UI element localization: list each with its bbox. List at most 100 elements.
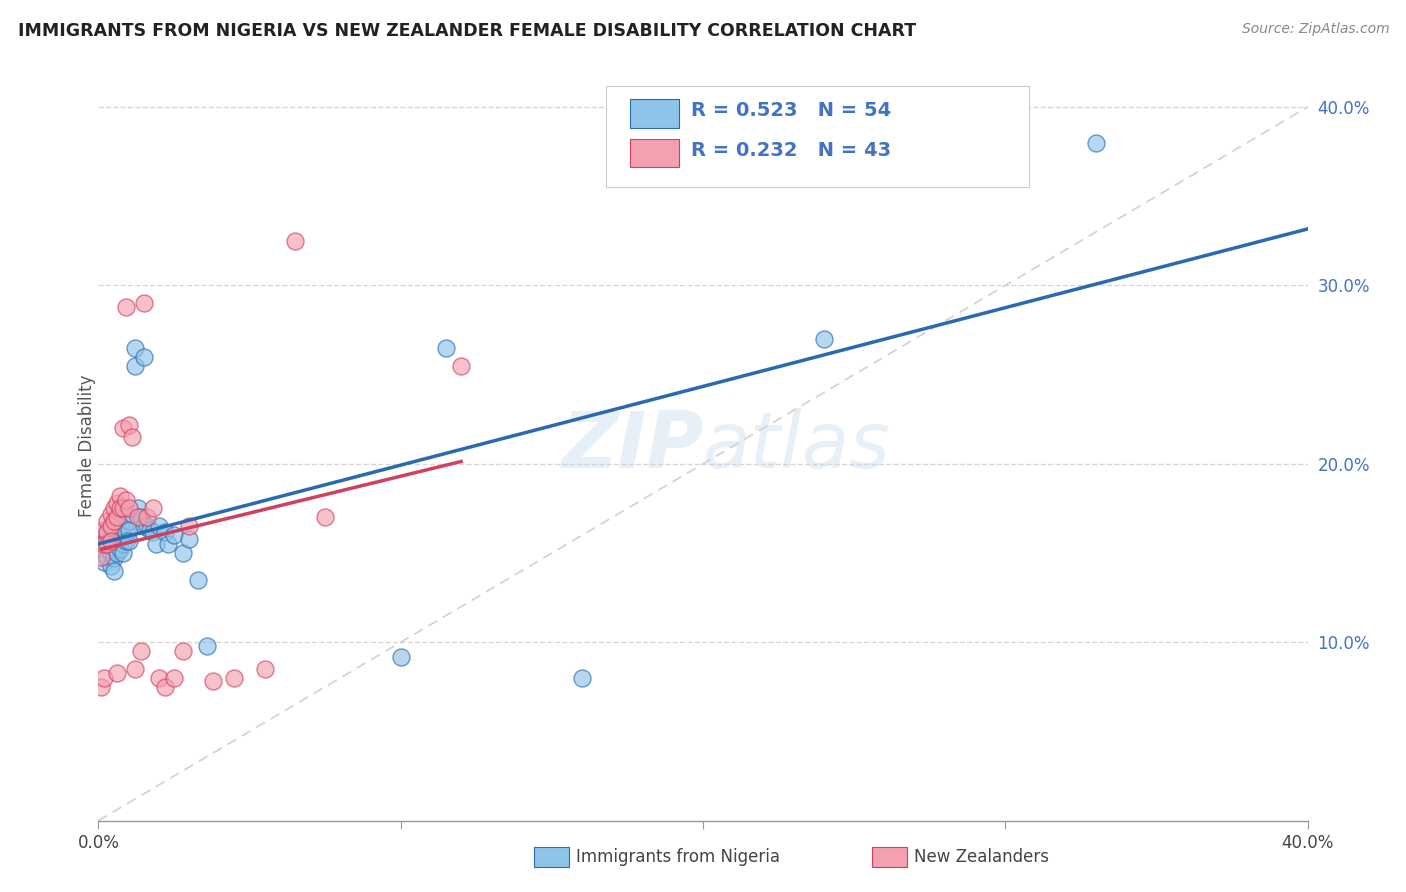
Point <box>96 537 118 551</box>
Point <box>93 542 115 557</box>
Point <box>100 519 122 533</box>
Point <box>105 496 128 510</box>
Point <box>93 537 115 551</box>
Point <box>153 680 176 694</box>
Point <box>129 510 152 524</box>
Point <box>103 564 125 578</box>
Point <box>114 492 136 507</box>
Point <box>111 501 134 516</box>
Point <box>96 524 118 539</box>
Point <box>284 234 307 248</box>
Point <box>179 532 201 546</box>
Point <box>1085 136 1108 150</box>
Point <box>90 680 112 694</box>
Point <box>96 549 118 564</box>
Text: ZIP: ZIP <box>561 408 703 484</box>
Point <box>105 523 128 537</box>
Point <box>121 430 143 444</box>
Point <box>114 533 136 548</box>
Point <box>187 573 209 587</box>
Point <box>96 524 118 539</box>
Point <box>148 671 170 685</box>
Point <box>172 546 194 560</box>
Point <box>105 665 128 680</box>
Text: IMMIGRANTS FROM NIGERIA VS NEW ZEALANDER FEMALE DISABILITY CORRELATION CHART: IMMIGRANTS FROM NIGERIA VS NEW ZEALANDER… <box>18 22 917 40</box>
Point <box>172 644 194 658</box>
Point <box>118 514 141 528</box>
Point <box>114 524 136 539</box>
Point <box>139 523 162 537</box>
Point <box>142 501 165 516</box>
Point <box>132 296 155 310</box>
Point <box>111 546 134 560</box>
Point <box>148 519 170 533</box>
Bar <box>630 139 679 168</box>
Point <box>103 528 125 542</box>
Point <box>93 555 115 569</box>
Text: Immigrants from Nigeria: Immigrants from Nigeria <box>576 848 780 866</box>
Point <box>90 546 112 560</box>
Point <box>450 359 472 373</box>
Point <box>135 519 157 533</box>
Point <box>105 533 128 548</box>
Text: Source: ZipAtlas.com: Source: ZipAtlas.com <box>1241 22 1389 37</box>
Text: R = 0.523   N = 54: R = 0.523 N = 54 <box>690 101 891 120</box>
Point <box>93 532 115 546</box>
Point <box>90 537 112 551</box>
Point <box>114 300 136 314</box>
Point <box>96 537 118 551</box>
Point <box>103 514 125 528</box>
Point <box>153 524 176 539</box>
Point <box>111 537 134 551</box>
Point <box>100 532 122 546</box>
Point <box>108 489 131 503</box>
Point <box>179 519 201 533</box>
Point <box>132 519 155 533</box>
Point <box>163 671 186 685</box>
Point <box>132 350 155 364</box>
Y-axis label: Female Disability: Female Disability <box>79 375 96 517</box>
Point <box>127 501 149 516</box>
Point <box>108 519 131 533</box>
Point <box>103 501 125 516</box>
Point <box>813 332 835 346</box>
Point <box>108 501 131 516</box>
Bar <box>630 99 679 128</box>
Point <box>135 510 157 524</box>
Point <box>111 528 134 542</box>
Point <box>118 501 141 516</box>
Point <box>96 514 118 528</box>
Point <box>202 674 225 689</box>
Point <box>90 549 112 564</box>
Point <box>389 649 412 664</box>
Point <box>108 532 131 546</box>
Point <box>129 644 152 658</box>
Point <box>224 671 246 685</box>
Point <box>100 558 122 573</box>
Point <box>100 533 122 548</box>
Point <box>145 537 167 551</box>
Point <box>108 542 131 557</box>
Point <box>253 662 276 676</box>
Point <box>124 662 146 676</box>
Point <box>195 639 218 653</box>
Point <box>118 523 141 537</box>
Point <box>124 359 146 373</box>
Point <box>100 519 122 533</box>
Point <box>142 524 165 539</box>
Point <box>105 510 128 524</box>
Point <box>100 507 122 521</box>
Text: R = 0.232   N = 43: R = 0.232 N = 43 <box>690 141 891 160</box>
Point <box>103 551 125 566</box>
Point <box>93 523 115 537</box>
Point <box>103 541 125 555</box>
Point <box>118 417 141 432</box>
Text: New Zealanders: New Zealanders <box>914 848 1049 866</box>
Point <box>105 546 128 560</box>
Point <box>124 341 146 355</box>
FancyBboxPatch shape <box>606 87 1029 187</box>
Point <box>121 507 143 521</box>
Point <box>111 421 134 435</box>
Text: atlas: atlas <box>703 408 891 484</box>
Point <box>156 537 179 551</box>
